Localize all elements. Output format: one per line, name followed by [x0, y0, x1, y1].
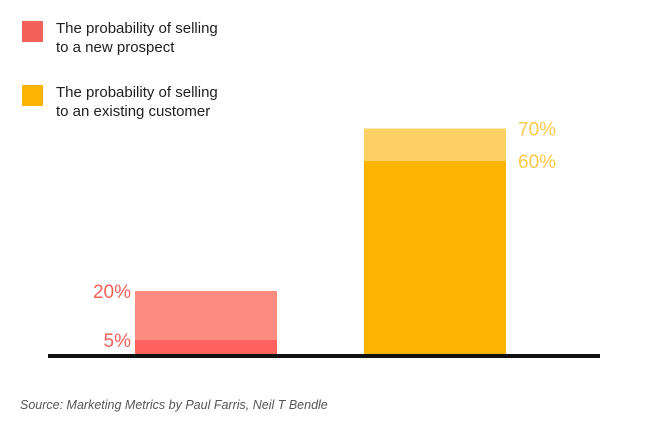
legend: The probability of selling to a new prosp…: [22, 20, 218, 120]
bars: 20% 5% 70% 60%: [93, 120, 556, 356]
legend-swatch-2: [22, 85, 43, 106]
bar-new-prospect-lower: [135, 339, 277, 356]
value-label-existing-customer-low: 60%: [518, 152, 556, 173]
bar-new-prospect-upper: [135, 291, 277, 340]
legend-swatch-1: [22, 21, 43, 42]
legend-label-1-line-1: The probability of selling: [56, 20, 218, 37]
legend-label-1-line-2: to a new prospect: [56, 39, 175, 56]
legend-label-2-line-1: The probability of selling: [56, 84, 218, 101]
source-note: Source: Marketing Metrics by Paul Farris…: [20, 398, 328, 412]
value-label-existing-customer-high: 70%: [518, 120, 556, 141]
bar-existing-customer-upper: [364, 128, 506, 161]
value-label-new-prospect-high: 20%: [93, 282, 131, 303]
value-label-new-prospect-low: 5%: [104, 331, 132, 352]
bar-existing-customer-lower: [364, 161, 506, 356]
legend-label-2-line-2: to an existing customer: [56, 103, 210, 120]
